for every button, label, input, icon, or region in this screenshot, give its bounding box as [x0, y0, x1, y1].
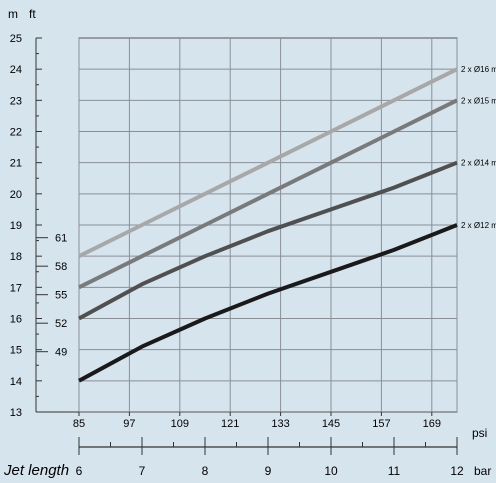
m-tick-label: 16 [10, 314, 22, 326]
psi-tick-label: 133 [271, 418, 289, 430]
m-tick-label: 21 [10, 158, 22, 170]
ft-tick-label: 49 [55, 347, 67, 359]
m-tick-label: 22 [10, 127, 22, 139]
bar-tick-label: 8 [202, 464, 209, 478]
m-unit-label: m [8, 7, 18, 21]
bar-tick-label: 12 [450, 464, 464, 478]
ft-tick-label: 61 [55, 233, 67, 245]
m-tick-label: 13 [10, 407, 22, 419]
ft-unit-label: ft [29, 7, 36, 21]
series-label-2: 2 x Ø14 mm [461, 159, 496, 168]
ft-tick-label: 58 [55, 261, 67, 273]
m-tick-label: 24 [10, 64, 22, 76]
m-tick-label: 25 [10, 33, 22, 45]
series-line-3 [78, 223, 458, 383]
m-tick-label: 14 [10, 376, 22, 388]
series-lines [78, 67, 458, 383]
labels: 85 97 109 121 133 145 157 169131415161718192021… [3, 7, 496, 479]
axes [35, 37, 458, 455]
bar-tick-label: 9 [265, 464, 272, 478]
bar-tick-label: 11 [388, 464, 401, 478]
series-line-1 [78, 98, 458, 290]
psi-tick-label: 169 [423, 418, 441, 430]
series-line-2 [78, 160, 458, 321]
psi-tick-label: 121 [221, 418, 239, 430]
series-label-0: 2 x Ø16 mm [461, 65, 496, 74]
m-tick-label: 20 [10, 189, 22, 201]
psi-tick-label: 85 [73, 418, 85, 430]
m-tick-label: 18 [10, 251, 22, 263]
m-tick-label: 23 [10, 95, 22, 107]
bar-tick-label: 7 [139, 464, 146, 478]
bar-tick-label: 10 [324, 464, 338, 478]
m-tick-label: 17 [10, 282, 22, 294]
series-label-3: 2 x Ø12 mm [461, 221, 496, 230]
psi-tick-label: 145 [322, 418, 340, 430]
psi-unit-label: psi [472, 426, 487, 440]
series-label-1: 2 x Ø15 mm [461, 96, 496, 105]
psi-tick-label: 109 [171, 418, 189, 430]
psi-tick-label: 97 [123, 418, 135, 430]
m-tick-label: 19 [10, 220, 22, 232]
grid [78, 37, 458, 413]
ft-tick-label: 52 [55, 318, 67, 330]
x-axis-label: Jet length [3, 462, 69, 479]
bar-tick-label: 6 [76, 464, 83, 478]
ft-tick-label: 55 [55, 290, 67, 302]
series-line-0 [78, 67, 458, 258]
m-tick-label: 15 [10, 345, 22, 357]
psi-tick-label: 157 [372, 418, 390, 430]
bar-unit-label: bar [474, 464, 491, 478]
